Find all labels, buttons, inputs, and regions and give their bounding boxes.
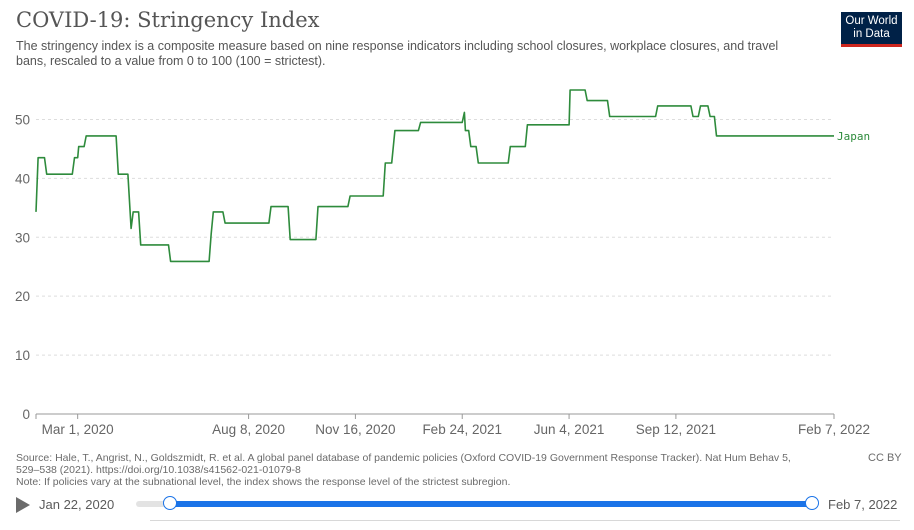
series-label-japan: Japan xyxy=(837,130,870,143)
timeline-end-label: Feb 7, 2022 xyxy=(828,497,898,512)
timeline-control: Jan 22, 2020 Feb 7, 2022 xyxy=(0,492,914,518)
tab-bar-edge xyxy=(150,520,900,530)
source-note: Source: Hale, T., Angrist, N., Goldszmid… xyxy=(16,452,816,488)
y-tick-label: 30 xyxy=(15,230,30,245)
timeline-start-label: Jan 22, 2020 xyxy=(39,497,115,512)
chart-title: COVID-19: Stringency Index xyxy=(16,8,320,32)
timeline-selected-range xyxy=(170,501,812,507)
x-tick-label: Sep 12, 2021 xyxy=(636,422,716,437)
x-tick-label: Nov 16, 2020 xyxy=(315,422,395,437)
source-text: Source: Hale, T., Angrist, N., Goldszmid… xyxy=(16,452,791,476)
x-tick-label: Feb 7, 2022 xyxy=(798,422,870,437)
x-tick-label: Feb 24, 2021 xyxy=(422,422,502,437)
x-tick-label: Mar 1, 2020 xyxy=(42,422,114,437)
series-line-japan xyxy=(35,89,834,263)
logo-line-1: Our World xyxy=(845,15,898,27)
logo-accent-bar xyxy=(841,44,902,47)
chart-subtitle: The stringency index is a composite meas… xyxy=(16,39,779,68)
y-tick-label: 50 xyxy=(15,112,30,127)
license-link[interactable]: CC BY xyxy=(868,452,902,464)
y-tick-label: 40 xyxy=(15,171,30,186)
logo-line-2: in Data xyxy=(853,28,890,40)
y-tick-label: 10 xyxy=(15,348,30,363)
x-tick-label: Aug 8, 2020 xyxy=(212,422,285,437)
y-tick-label: 20 xyxy=(15,289,30,304)
timeline-start-handle[interactable] xyxy=(163,496,177,510)
timeline-end-handle[interactable] xyxy=(805,496,819,510)
play-icon[interactable] xyxy=(16,497,30,513)
line-chart: 0 10 20 30 40 50 Mar 1, 2020 Aug 8, 2020 Nov 16,… xyxy=(15,89,870,437)
y-tick-label: 0 xyxy=(22,407,30,422)
note-text: Note: If policies vary at the subnationa… xyxy=(16,476,511,488)
owid-logo[interactable]: Our World in Data xyxy=(841,12,902,47)
x-tick-label: Jun 4, 2021 xyxy=(534,422,605,437)
